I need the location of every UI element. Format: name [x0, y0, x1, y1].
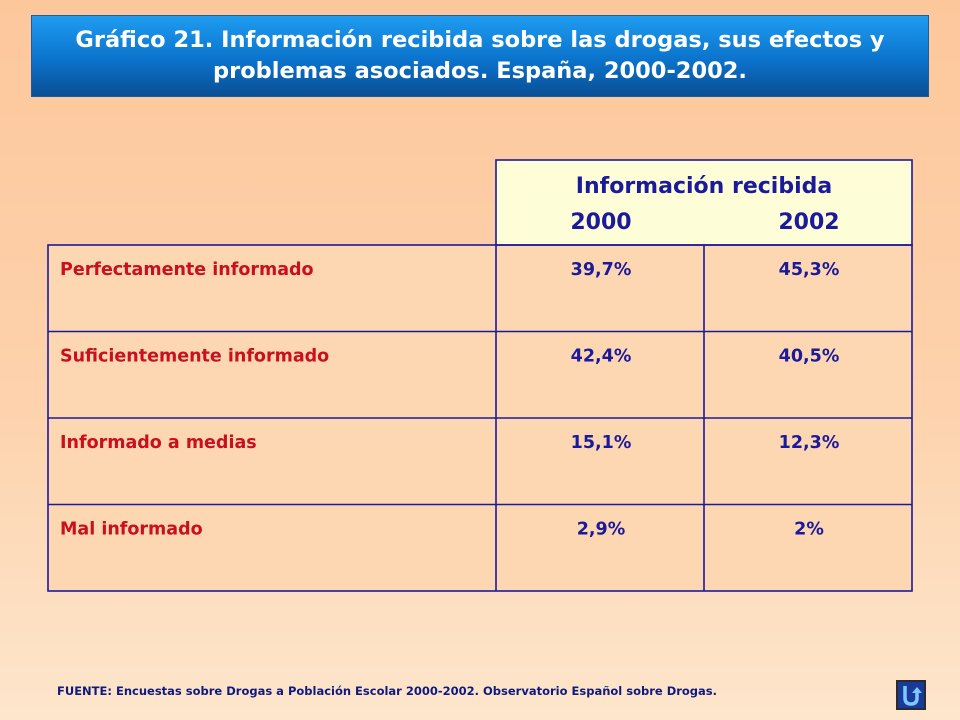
column-header-2000: 2000 [570, 210, 631, 235]
chart-title: Gráfico 21. Información recibida sobre l… [75, 27, 885, 84]
value-cell-2002: 45,3% [779, 260, 840, 280]
return-button[interactable] [896, 680, 926, 710]
value-cell-2002: 12,3% [779, 433, 840, 453]
title-banner: Gráfico 21. Información recibida sobre l… [32, 16, 928, 96]
row-label: Informado a medias [60, 433, 257, 453]
value-cell-2000: 39,7% [571, 260, 632, 280]
header-cell-bg [496, 160, 912, 245]
column-group-header: Información recibida [576, 174, 832, 199]
value-cell-2000: 15,1% [571, 433, 632, 453]
row-label: Mal informado [60, 520, 203, 540]
value-cell-2000: 42,4% [571, 347, 632, 367]
source-footnote: FUENTE: Encuestas sobre Drogas a Poblaci… [57, 684, 718, 698]
value-cell-2002: 40,5% [779, 347, 840, 367]
value-cell-2000: 2,9% [577, 520, 626, 540]
u-turn-return-icon [903, 686, 922, 706]
value-cell-2002: 2% [794, 520, 824, 540]
row-label: Suficientemente informado [60, 347, 329, 367]
row-label: Perfectamente informado [60, 260, 314, 280]
column-header-2002: 2002 [778, 210, 839, 235]
